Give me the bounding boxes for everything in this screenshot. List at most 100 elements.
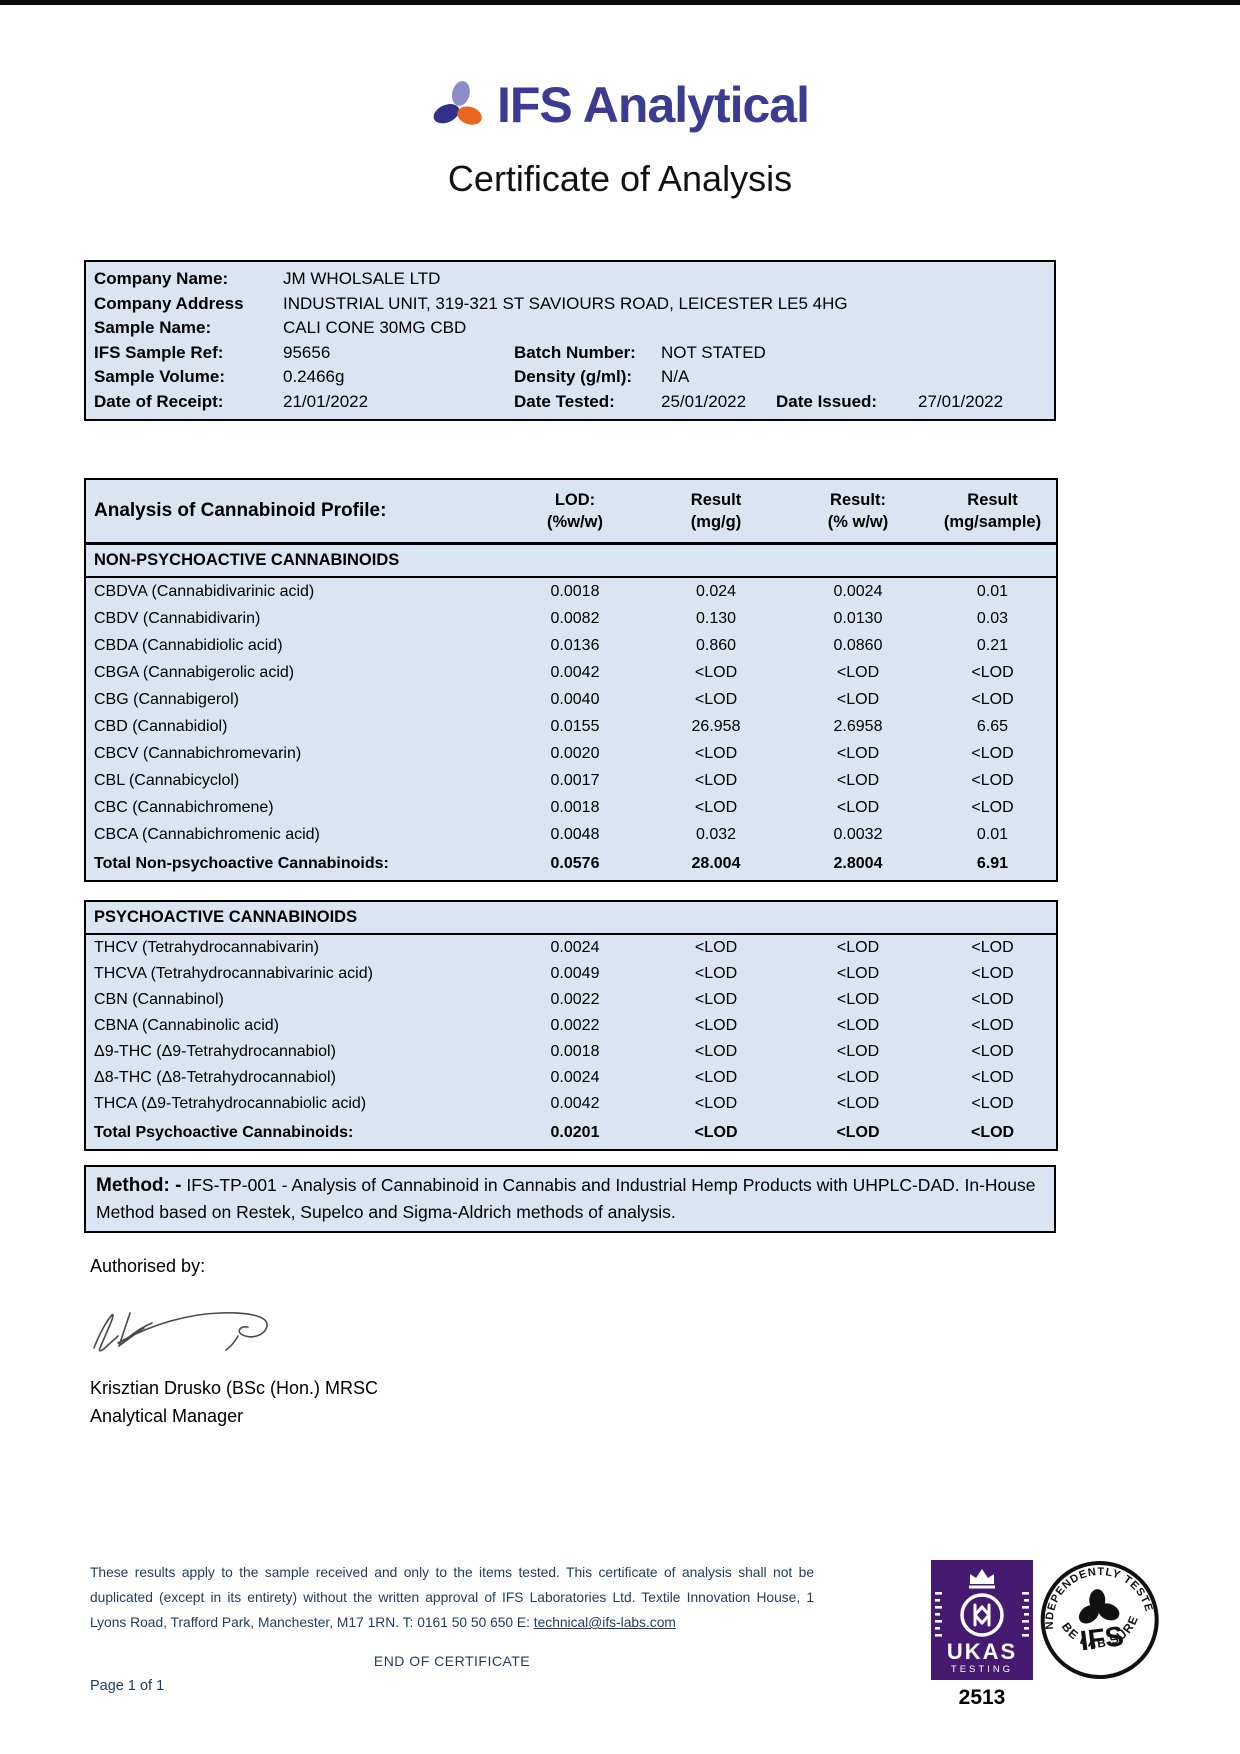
cell-result-mg-g: 0.860 [695, 636, 737, 654]
end-of-certificate-label: END OF CERTIFICATE [373, 1653, 531, 1669]
logo-text: IFS Analytical [496, 77, 810, 133]
cell-result-mg-g: <LOD [694, 1043, 738, 1060]
method-box: Method: - IFS-TP-001 - Analysis of Canna… [84, 1165, 1056, 1233]
cell-lod: 0.0048 [550, 825, 600, 843]
total-row-non-psychoactive: Total Non-psychoactive Cannabinoids: 0.0… [85, 848, 1057, 881]
table-row: Δ9-THC (Δ9-Tetrahydrocannabiol) 0.0018 <… [85, 1039, 1057, 1065]
col-header-line: Result [967, 491, 1018, 509]
cell-cannabinoid-name: CBDV (Cannabidivarin) [94, 609, 261, 627]
analysis-table-title: Analysis of Cannabinoid Profile: [85, 479, 505, 545]
cell-result-mg-g: <LOD [694, 965, 738, 982]
col-header-line: Result: [830, 491, 886, 509]
section-header-label: PSYCHOACTIVE CANNABINOIDS [85, 901, 1058, 935]
company-address-label: Company Address [94, 293, 244, 313]
table-row: CBCA (Cannabichromenic acid) 0.0048 0.03… [85, 821, 1057, 848]
stamp-center-text: IFS [1078, 1620, 1125, 1656]
sample-info-box: Company Name: JM WHOLSALE LTD Company Ad… [84, 260, 1056, 421]
date-issued-value: 27/01/2022 [918, 391, 1004, 411]
batch-number-value: NOT STATED [661, 342, 766, 362]
column-header-row: Analysis of Cannabinoid Profile: LOD: (%… [85, 479, 1057, 545]
cell-lod: 0.0082 [550, 609, 600, 627]
cell-result-mg-sample: <LOD [971, 939, 1014, 956]
cell-cannabinoid-name: CBNA (Cannabinolic acid) [94, 1017, 279, 1034]
total-result-pct: <LOD [836, 1124, 880, 1141]
ukas-testing-logo: UKAS TESTING [931, 1560, 1033, 1685]
authorised-by-label: Authorised by: [90, 1256, 206, 1276]
density-value: N/A [661, 367, 690, 386]
cell-result-mg-g: <LOD [694, 1069, 738, 1086]
cell-result-mg-sample: <LOD [971, 771, 1014, 789]
cell-lod: 0.0040 [550, 690, 600, 708]
cell-result-mg-sample: <LOD [971, 1095, 1014, 1112]
page-number: Page 1 of 1 [90, 1678, 165, 1694]
cell-result-mg-g: <LOD [694, 1017, 738, 1034]
sample-name-value: CALI CONE 30MG CBD [283, 318, 467, 337]
cell-result-pct: 0.0860 [833, 636, 883, 654]
sample-volume-value: 0.2466g [283, 367, 345, 386]
total-result-pct: 2.8004 [833, 855, 883, 872]
total-result-mg-sample: 6.91 [976, 855, 1009, 872]
date-of-receipt-label: Date of Receipt: [94, 391, 224, 411]
cell-lod: 0.0042 [550, 663, 600, 681]
col-header-line: (%w/w) [547, 513, 603, 531]
date-of-receipt-value: 21/01/2022 [283, 391, 369, 411]
cell-cannabinoid-name: CBDA (Cannabidiolic acid) [94, 636, 283, 654]
table-row: THCV (Tetrahydrocannabivarin) 0.0024 <LO… [85, 934, 1057, 961]
cell-result-mg-g: <LOD [694, 1095, 738, 1112]
cell-cannabinoid-name: CBC (Cannabichromene) [94, 798, 274, 816]
cell-lod: 0.0042 [550, 1095, 600, 1112]
cell-result-mg-sample: <LOD [971, 991, 1014, 1008]
col-header-lod: LOD: (%w/w) [505, 479, 645, 545]
cell-cannabinoid-name: CBGA (Cannabigerolic acid) [94, 663, 295, 681]
cell-result-mg-sample: 0.01 [976, 825, 1009, 843]
cell-result-mg-sample: 0.01 [976, 582, 1009, 600]
cell-result-mg-sample: <LOD [971, 663, 1014, 681]
method-text: IFS-TP-001 - Analysis of Cannabinoid in … [96, 1175, 1036, 1222]
section-header-label: NON-PSYCHOACTIVE CANNABINOIDS [85, 543, 1057, 578]
total-lod: 0.0576 [550, 855, 600, 872]
ifs-stamp: INDEPENDENTLY TESTED BE LAB SURE IFS [1027, 1545, 1167, 1692]
ukas-caption: TESTING [951, 1664, 1013, 1675]
col-header-result-mg-g: Result (mg/g) [645, 479, 787, 545]
col-header-result-mg-sample: Result (mg/sample) [929, 479, 1057, 545]
cell-lod: 0.0018 [550, 582, 600, 600]
footer-disclaimer: These results apply to the sample receiv… [90, 1560, 814, 1635]
cell-result-mg-g: <LOD [694, 798, 738, 816]
cell-result-mg-sample: 0.03 [976, 609, 1009, 627]
cell-result-pct: <LOD [836, 663, 880, 681]
ifs-sample-ref-label: IFS Sample Ref: [94, 342, 224, 362]
cell-lod: 0.0049 [550, 965, 600, 982]
cell-result-pct: <LOD [836, 798, 880, 816]
cell-lod: 0.0018 [550, 798, 600, 816]
cell-result-pct: <LOD [836, 1017, 880, 1034]
date-tested-value: 25/01/2022 [661, 391, 747, 411]
cell-result-mg-sample: <LOD [971, 744, 1014, 762]
cell-result-pct: <LOD [836, 939, 880, 956]
cell-cannabinoid-name: CBG (Cannabigerol) [94, 690, 239, 708]
cell-cannabinoid-name: CBD (Cannabidiol) [94, 717, 228, 735]
date-issued-label: Date Issued: [776, 391, 878, 411]
total-label: Total Non-psychoactive Cannabinoids: [94, 855, 389, 872]
sample-volume-label: Sample Volume: [94, 367, 225, 386]
cell-result-pct: <LOD [836, 690, 880, 708]
authoriser-title: Analytical Manager [90, 1406, 244, 1426]
cell-result-mg-sample: <LOD [971, 1017, 1014, 1034]
signature-image [93, 1312, 268, 1352]
col-header-line: (mg/g) [690, 513, 742, 531]
cell-cannabinoid-name: CBDVA (Cannabidivarinic acid) [94, 582, 315, 600]
cell-result-pct: <LOD [836, 771, 880, 789]
cell-result-mg-sample: <LOD [971, 1043, 1014, 1060]
cell-lod: 0.0022 [550, 991, 600, 1008]
cell-cannabinoid-name: THCV (Tetrahydrocannabivarin) [94, 939, 319, 956]
cell-result-pct: <LOD [836, 744, 880, 762]
scan-artifact-line [0, 0, 1240, 5]
cell-lod: 0.0024 [550, 939, 600, 956]
cell-result-mg-g: 26.958 [691, 717, 741, 735]
cell-cannabinoid-name: CBN (Cannabinol) [94, 991, 224, 1008]
cell-result-mg-g: <LOD [694, 744, 738, 762]
ukas-accreditation-number: 2513 [958, 1686, 1006, 1709]
email-link[interactable]: technical@ifs-labs.com [533, 1615, 676, 1630]
table-row: CBDV (Cannabidivarin) 0.0082 0.130 0.013… [85, 605, 1057, 632]
table-row: CBG (Cannabigerol) 0.0040 <LOD <LOD <LOD [85, 686, 1057, 713]
